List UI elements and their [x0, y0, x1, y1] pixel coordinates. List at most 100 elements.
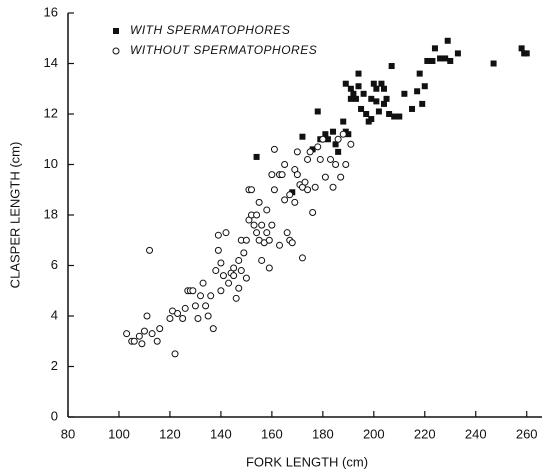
point	[278, 171, 286, 179]
point	[301, 178, 309, 186]
point	[225, 279, 233, 287]
point	[334, 135, 342, 143]
point	[140, 327, 148, 335]
y-tick-label: 12	[44, 105, 58, 120]
point	[166, 315, 174, 323]
point	[258, 256, 266, 264]
point	[212, 267, 220, 275]
point	[291, 198, 299, 206]
point	[123, 330, 131, 338]
point	[391, 113, 398, 120]
point	[368, 116, 375, 123]
point	[230, 264, 238, 272]
x-tick-label: 260	[516, 426, 538, 441]
point	[222, 229, 230, 237]
point	[214, 231, 222, 239]
x-tick-label: 80	[61, 426, 75, 441]
point	[309, 208, 317, 216]
point	[335, 148, 342, 155]
point	[321, 173, 329, 181]
legend-marker	[113, 28, 119, 34]
point	[383, 95, 390, 102]
point	[156, 325, 164, 333]
point	[281, 196, 289, 204]
point	[370, 80, 377, 87]
point	[197, 292, 205, 300]
point	[378, 80, 385, 87]
point	[340, 118, 347, 125]
point	[263, 229, 271, 237]
point	[281, 161, 289, 168]
legend-marker	[112, 47, 120, 55]
point	[293, 148, 301, 156]
x-axis-label: FORK LENGTH (cm)	[246, 454, 368, 469]
point	[368, 95, 375, 102]
point	[339, 130, 347, 138]
point	[235, 256, 243, 264]
point	[270, 145, 278, 153]
point	[181, 304, 189, 312]
point	[219, 272, 227, 280]
point	[347, 140, 355, 148]
point	[388, 63, 395, 70]
point	[326, 155, 334, 163]
point	[429, 57, 436, 64]
point	[447, 57, 454, 64]
point	[253, 153, 260, 160]
point	[304, 186, 312, 194]
point	[270, 186, 278, 194]
point	[138, 340, 146, 348]
point	[314, 108, 321, 115]
y-tick-label: 6	[51, 257, 58, 272]
point	[386, 111, 393, 117]
point	[419, 100, 426, 107]
point	[207, 292, 215, 300]
point	[268, 171, 276, 179]
point	[247, 186, 255, 194]
point	[143, 312, 151, 320]
point	[337, 173, 345, 181]
point	[329, 183, 337, 191]
point	[437, 55, 444, 62]
x-tick-label: 180	[312, 426, 334, 441]
point	[153, 337, 161, 345]
point	[332, 161, 340, 168]
point	[381, 85, 387, 92]
point	[347, 95, 354, 102]
legend-label: WITHOUT SPERMATOPHORES	[130, 43, 317, 57]
point	[396, 113, 403, 120]
x-tick-label: 200	[363, 426, 385, 441]
point	[232, 294, 240, 302]
point	[306, 148, 314, 156]
point	[345, 131, 352, 138]
point	[255, 198, 263, 206]
point	[191, 302, 199, 310]
y-axis-label: CLASPER LENGTH (cm)	[7, 142, 22, 289]
point	[293, 171, 301, 179]
point	[490, 60, 497, 67]
point	[324, 136, 331, 143]
point	[130, 337, 138, 345]
point	[373, 98, 380, 105]
point	[240, 249, 248, 257]
point	[268, 221, 276, 229]
point	[146, 246, 154, 254]
point	[174, 309, 182, 317]
point	[421, 83, 428, 90]
point	[265, 264, 273, 272]
point	[342, 161, 350, 168]
y-tick-label: 2	[51, 358, 58, 373]
point	[424, 57, 431, 64]
y-tick-label: 16	[44, 4, 58, 19]
point	[409, 105, 416, 112]
point	[518, 45, 525, 52]
point	[242, 236, 250, 244]
point	[288, 239, 296, 247]
point	[414, 88, 421, 95]
point	[209, 325, 217, 333]
point	[454, 50, 461, 57]
point	[237, 267, 245, 275]
point	[311, 183, 319, 191]
point	[235, 284, 243, 292]
point	[189, 287, 197, 295]
